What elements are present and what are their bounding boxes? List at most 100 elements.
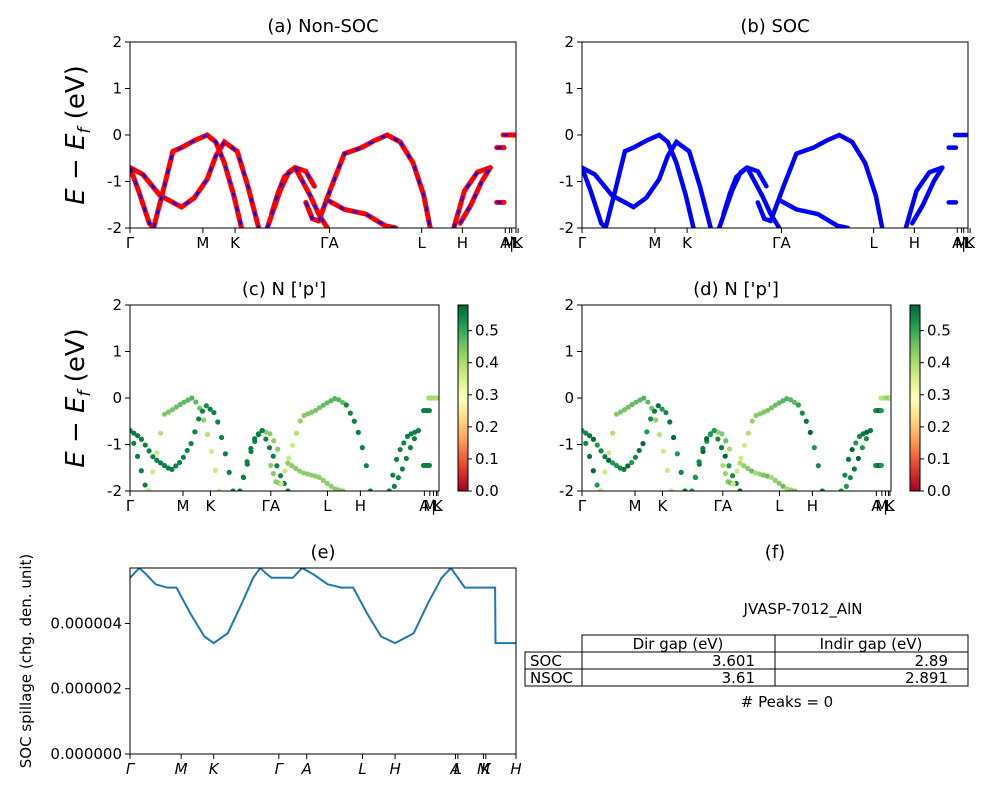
panel-c-plot: [130, 395, 439, 491]
band-line-soc: [603, 132, 696, 228]
x-tick-label: K: [209, 760, 220, 778]
band-line-nonsoc-dash: [304, 201, 320, 223]
projection-point: [843, 483, 849, 489]
band-line-soc: [744, 165, 769, 189]
projection-point: [737, 488, 743, 491]
projection-point: [648, 416, 654, 422]
projection-point: [297, 418, 303, 424]
projection-point: [301, 470, 307, 476]
projection-point: [644, 429, 650, 435]
projection-point: [285, 488, 291, 491]
x-tick-label: M: [477, 760, 490, 778]
projection-point: [851, 466, 857, 472]
projection-point: [176, 459, 183, 466]
projection-point: [711, 427, 717, 434]
colorbar-tick-label: 0.4: [475, 354, 499, 372]
projection-point: [689, 488, 695, 491]
projection-point: [606, 457, 612, 463]
projection-point: [158, 430, 164, 436]
projection-point: [819, 488, 825, 491]
projection-point: [859, 445, 865, 451]
projection-point: [271, 438, 277, 444]
panel-c-colorbar: 0.0 0.1 0.2 0.3 0.4 0.5: [457, 304, 499, 500]
projection-point: [853, 440, 859, 446]
colorbar-tick-label: 0.5: [475, 322, 499, 340]
projection-point: [293, 465, 299, 472]
projection-point: [274, 463, 280, 469]
y-tick-label: 0: [112, 389, 122, 407]
x-tick-label: M: [875, 497, 888, 515]
projection-point: [641, 395, 647, 401]
projection-point: [692, 474, 698, 480]
ylabel-base-2: E − E: [61, 396, 91, 468]
y-tick-label: 2: [564, 33, 574, 51]
projection-point: [682, 488, 688, 491]
projection-point: [328, 483, 334, 489]
projection-point: [792, 488, 798, 491]
y-tick-label: 1: [564, 80, 574, 98]
projection-point: [248, 445, 254, 452]
band-line-soc: [903, 165, 945, 228]
x-tick-label: |: [961, 234, 966, 252]
projection-point: [745, 430, 752, 436]
x-tick-label: Γ: [275, 760, 285, 778]
table-value: 2.891: [905, 669, 948, 687]
projection-point: [218, 434, 225, 441]
colorbar-tick-label: 0.0: [927, 482, 951, 500]
projection-point: [267, 431, 273, 437]
projection-point: [192, 429, 198, 435]
projection-point: [606, 450, 612, 456]
projection-point: [252, 436, 258, 442]
x-tick-label: M: [423, 497, 436, 515]
projection-point: [324, 480, 330, 486]
projection-point: [719, 431, 725, 437]
projection-point: [399, 466, 405, 472]
projection-point: [324, 400, 330, 406]
projection-point: [738, 455, 744, 461]
projection-point: [609, 460, 616, 466]
band-line-soc: [909, 165, 945, 226]
x-tick-label: ΓA: [261, 497, 280, 515]
projection-point: [784, 486, 790, 491]
projection-point: [772, 477, 778, 483]
band-line-nonsoc: [324, 197, 399, 228]
table-value: 2.89: [915, 652, 948, 670]
projection-point: [729, 473, 736, 479]
projection-point: [621, 407, 627, 413]
x-tick-label: L: [512, 234, 521, 252]
colorbar-tick-label: 0.3: [475, 386, 499, 404]
projection-point: [715, 436, 721, 442]
projection-point: [304, 471, 311, 477]
panel-a-plot: [130, 132, 516, 228]
projection-point: [878, 462, 884, 469]
projection-point: [645, 399, 651, 405]
projection-point: [336, 487, 342, 491]
projection-point: [811, 445, 817, 451]
projection-point: [395, 475, 401, 481]
projection-point: [788, 487, 794, 491]
projection-point: [803, 418, 809, 424]
y-tick-label: 1: [564, 343, 574, 361]
x-tick-label: K: [513, 234, 524, 252]
band-line-soc: [755, 200, 773, 224]
projection-point: [351, 418, 357, 424]
projection-point: [275, 446, 281, 452]
projection-point: [404, 433, 411, 439]
panel-f-title: (f): [765, 542, 785, 563]
y-tick-label: -1: [559, 173, 574, 191]
x-tick-label: Γ: [578, 497, 587, 515]
projection-point: [180, 454, 187, 460]
x-tick-label: Γ: [126, 497, 135, 515]
x-tick-label: L: [884, 497, 893, 515]
projection-point: [655, 403, 661, 409]
projection-point: [765, 407, 771, 414]
projection-point: [660, 448, 667, 454]
colorbar-tick-label: 0.1: [475, 450, 499, 468]
panel-d-colorbar: 0.0 0.1 0.2 0.3 0.4 0.5: [909, 304, 951, 500]
projection-point: [749, 418, 755, 424]
